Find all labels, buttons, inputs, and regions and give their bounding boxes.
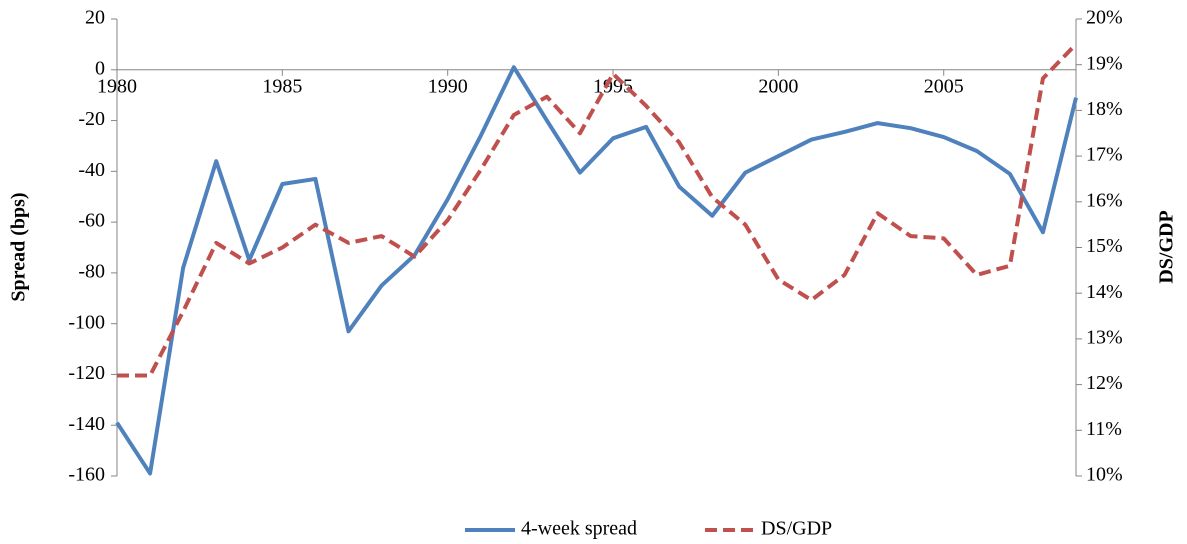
- y2-tick-label: 12%: [1086, 372, 1123, 394]
- y-tick-label: -160: [68, 464, 105, 486]
- y-tick-label: 20: [85, 7, 105, 29]
- y2-tick-label: 18%: [1086, 98, 1123, 120]
- y-tick-label: 0: [95, 57, 105, 79]
- y-tick-label: -100: [68, 311, 105, 333]
- y2-tick-label: 15%: [1086, 235, 1123, 257]
- y-axis-title: Spread (bps): [8, 192, 30, 301]
- y2-tick-label: 13%: [1086, 326, 1123, 348]
- y2-tick-label: 19%: [1086, 52, 1123, 74]
- y2-tick-label: 16%: [1086, 189, 1123, 211]
- x-tick-label: 2005: [924, 75, 964, 97]
- y-tick-label: -20: [78, 108, 105, 130]
- y2-tick-label: 17%: [1086, 144, 1123, 166]
- series-line: [117, 42, 1078, 378]
- y-tick-label: -60: [78, 210, 105, 232]
- y-tick-label: -80: [78, 260, 105, 282]
- y2-tick-label: 14%: [1086, 281, 1123, 303]
- x-tick-label: 1995: [593, 75, 633, 97]
- y2-tick-label: 20%: [1086, 7, 1123, 29]
- x-tick-label: 2000: [758, 75, 798, 97]
- y2-axis-title: DS/GDP: [1156, 210, 1178, 283]
- y-tick-label: -140: [68, 413, 105, 435]
- legend-label: DS/GDP: [761, 518, 832, 540]
- y-tick-label: -40: [78, 159, 105, 181]
- series-line: [115, 65, 1078, 476]
- y2-tick-label: 11%: [1086, 418, 1122, 440]
- y-tick-label: -120: [68, 362, 105, 384]
- legend-label: 4-week spread: [521, 518, 637, 540]
- y2-tick-label: 10%: [1086, 464, 1123, 486]
- x-tick-label: 1990: [428, 75, 468, 97]
- x-tick-label: 1985: [262, 75, 302, 97]
- x-tick-label: 1980: [97, 75, 137, 97]
